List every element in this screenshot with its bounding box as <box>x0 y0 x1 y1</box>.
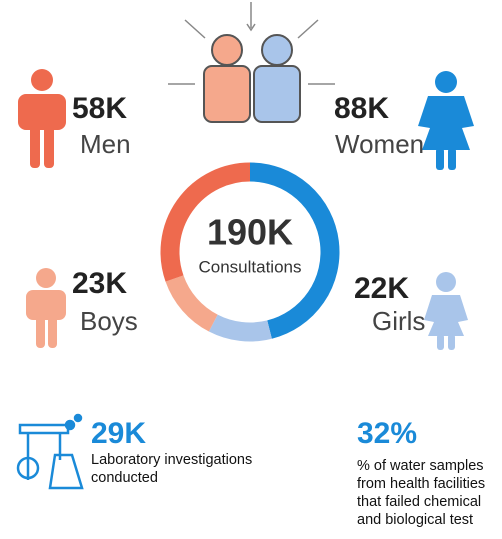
woman-icon <box>418 71 474 170</box>
category-label: Women <box>335 129 424 159</box>
stat-text: and biological test <box>357 512 473 528</box>
category-label: Boys <box>80 306 138 336</box>
couple-figures <box>204 35 300 122</box>
category-label: Girls <box>372 306 425 336</box>
stat-text: conducted <box>91 470 158 486</box>
stat-text: that failed chemical <box>357 494 481 510</box>
couple-icon <box>168 2 335 84</box>
boy-icon <box>26 268 66 348</box>
stat-text: from health facilities <box>357 476 485 492</box>
donut-segment <box>213 323 269 332</box>
value-label: 23K <box>72 267 127 300</box>
center-label: Consultations <box>198 257 301 276</box>
girl-icon <box>424 272 468 350</box>
stat-text: % of water samples <box>357 458 484 474</box>
value-label: 22K <box>354 272 409 305</box>
value-label: 88K <box>334 92 389 125</box>
category-label: Men <box>80 129 131 159</box>
value-label: 58K <box>72 92 127 125</box>
infographic: 190K Consultations 88K Women 22KGirls 23K Bo… <box>0 0 502 539</box>
donut-segment <box>175 278 214 323</box>
stat-value: 29K <box>91 417 146 450</box>
lab-icon <box>18 415 82 488</box>
stat-value: 32% <box>357 417 417 450</box>
man-icon <box>18 69 66 168</box>
stat-text: Laboratory investigations <box>91 452 252 468</box>
center-value: 190K <box>207 212 293 253</box>
